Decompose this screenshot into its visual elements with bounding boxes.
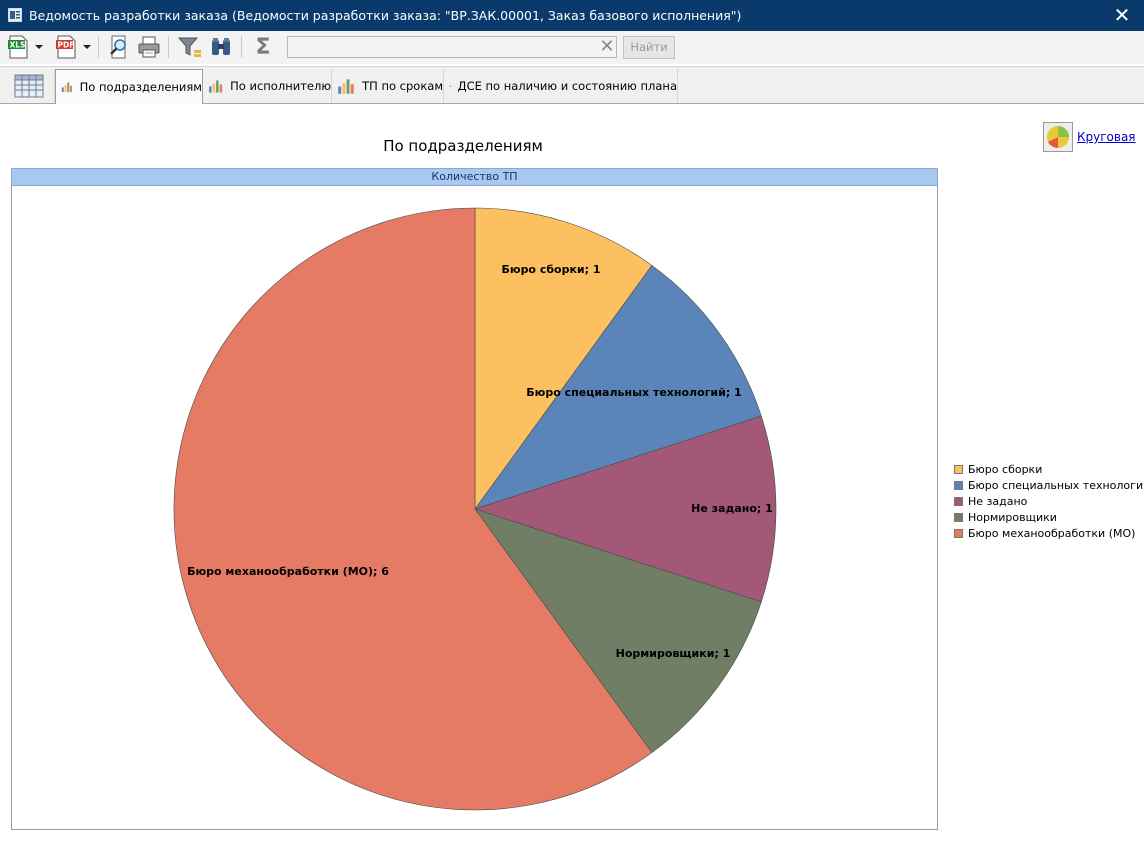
tab-by-department[interactable]: По подразделениям: [55, 69, 203, 105]
tab-table[interactable]: [3, 69, 55, 103]
sum-icon: Σ: [255, 34, 271, 60]
legend-swatch: [954, 496, 963, 506]
find-button[interactable]: Найти: [623, 36, 675, 59]
preview-button[interactable]: [106, 34, 132, 60]
legend-item: Бюро сборки: [954, 461, 1144, 477]
legend-swatch: [954, 512, 963, 522]
tab-by-availability[interactable]: ДСЕ по наличию и состоянию плана: [444, 69, 678, 103]
tab-by-executor[interactable]: По исполнителю: [203, 69, 332, 103]
legend-swatch: [954, 528, 963, 538]
legend-label: Бюро специальных технологий: [968, 478, 1144, 492]
bar-chart-icon: [61, 82, 73, 93]
chart-legend: Бюро сборки Бюро специальных технологий Не…: [954, 461, 1144, 541]
xls-export-button[interactable]: XLS: [6, 34, 30, 60]
pie-slice[interactable]: [474, 207, 653, 510]
chart-title: По подразделениям: [383, 137, 543, 155]
xls-export-dropdown[interactable]: [32, 34, 46, 60]
slice-label: Не задано; 1: [691, 502, 773, 515]
find-button-icon-button[interactable]: [208, 34, 234, 60]
bar-chart-icon: [209, 80, 223, 93]
pie-chart-switch-link[interactable]: Круговая: [1077, 130, 1136, 144]
tab-label: ДСЕ по наличию и состоянию плана: [457, 79, 677, 93]
close-button[interactable]: ✕: [1108, 2, 1136, 28]
slice-label: Бюро сборки; 1: [501, 263, 600, 276]
pie-chart-icon: [1047, 126, 1069, 149]
pdf-export-dropdown[interactable]: [80, 34, 94, 60]
view-tabs: По подразделениям По исполнителю ТП по с…: [0, 66, 1144, 105]
preview-icon: [110, 35, 126, 59]
series-header: Количество ТП: [11, 168, 938, 186]
bar-chart-icon: [449, 85, 452, 88]
legend-item: Бюро механообработки (МО): [954, 525, 1144, 541]
legend-label: Не задано: [968, 494, 1028, 508]
xls-export-icon: XLS: [8, 35, 28, 59]
close-icon: ✕: [599, 36, 615, 57]
pie-chart-switch-button[interactable]: [1043, 122, 1073, 152]
chevron-down-icon: [83, 45, 91, 49]
tab-label: По исполнителю: [230, 79, 331, 93]
tab-by-deadline[interactable]: ТП по срокам: [332, 69, 444, 103]
pie-slice[interactable]: [474, 508, 762, 753]
filter-icon: [177, 37, 201, 57]
legend-swatch: [954, 480, 963, 490]
tab-label: По подразделениям: [79, 80, 202, 94]
close-icon: ✕: [1113, 3, 1131, 27]
pdf-export-icon: PDF: [56, 35, 76, 59]
clear-search-button[interactable]: ✕: [597, 38, 617, 56]
svg-text:PDF: PDF: [58, 41, 75, 50]
binoculars-icon: [212, 38, 230, 55]
slice-label: Бюро механообработки (МО); 6: [187, 565, 389, 578]
legend-label: Бюро сборки: [968, 462, 1043, 476]
sum-button[interactable]: Σ: [250, 34, 276, 60]
legend-label: Бюро механообработки (МО): [968, 526, 1136, 540]
app-icon: [8, 8, 22, 22]
pie-slice[interactable]: [474, 415, 777, 603]
tab-label: ТП по срокам: [362, 79, 443, 93]
search-input[interactable]: [287, 36, 617, 58]
slice-label: Нормировщики; 1: [616, 647, 731, 660]
print-icon: [138, 36, 160, 58]
bar-chart-icon: [338, 79, 354, 94]
legend-item: Бюро специальных технологий: [954, 477, 1144, 493]
print-button[interactable]: [136, 34, 162, 60]
legend-item: Не задано: [954, 493, 1144, 509]
pie-slice[interactable]: [474, 265, 762, 510]
legend-item: Нормировщики: [954, 509, 1144, 525]
table-icon: [14, 74, 43, 98]
svg-text:XLS: XLS: [10, 41, 26, 50]
filter-button[interactable]: [176, 34, 204, 60]
window-title: Ведомость разработки заказа (Ведомости р…: [29, 8, 742, 23]
title-bar: Ведомость разработки заказа (Ведомости р…: [0, 0, 1144, 31]
pie-slice[interactable]: [173, 207, 653, 811]
chevron-down-icon: [35, 45, 43, 49]
legend-swatch: [954, 464, 963, 474]
slice-label: Бюро специальных технологий; 1: [526, 386, 741, 399]
legend-label: Нормировщики: [968, 510, 1057, 524]
pdf-export-button[interactable]: PDF: [54, 34, 78, 60]
